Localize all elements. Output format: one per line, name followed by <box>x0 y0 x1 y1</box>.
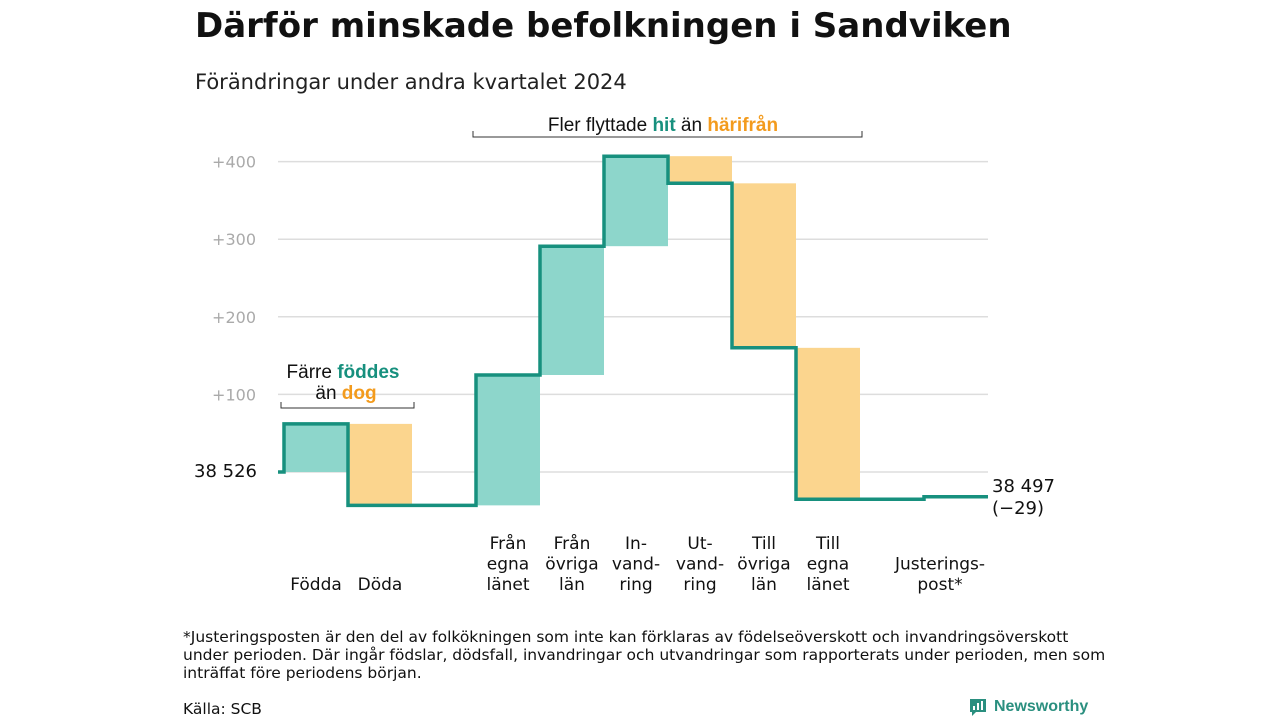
cumulative-step-line <box>278 154 988 508</box>
births-bracket <box>280 402 415 409</box>
category-label: länet <box>806 575 849 595</box>
category-label: Döda <box>358 575 403 595</box>
category-label: övriga <box>545 555 598 575</box>
category-label: ring <box>683 575 716 595</box>
category-label: post* <box>917 575 962 595</box>
annotation-span: än <box>315 383 341 404</box>
category-label: Från <box>490 533 527 554</box>
category-label: In- <box>625 534 647 554</box>
brand-name: Newsworthy <box>994 698 1089 715</box>
annotation-span: än <box>676 115 708 136</box>
start-value-label: 38 526 <box>194 461 257 482</box>
category-label: Till <box>751 534 776 554</box>
births-annotation-line2: än dog <box>315 383 376 404</box>
y-tick-label: +300 <box>212 230 256 249</box>
category-label: Från <box>554 533 591 554</box>
births-annotation-line1: Färre föddes <box>287 362 400 383</box>
migration-bracket <box>472 131 863 138</box>
bar-döda <box>348 423 412 506</box>
bar-frånegnalänet <box>476 375 540 506</box>
chart-subtitle: Förändringar under andra kvartalet 2024 <box>195 70 627 94</box>
end-change-label: (−29) <box>992 498 1044 519</box>
bar-utvandring <box>668 156 732 184</box>
bar-tillegnalänet <box>796 347 860 500</box>
end-value-label: 38 497 <box>992 476 1055 497</box>
category-label: egna <box>807 555 849 575</box>
annotation-span: härifrån <box>707 115 778 136</box>
category-label: vand- <box>612 555 660 575</box>
annotation-span: Fler flyttade <box>548 115 653 136</box>
bar-tillövrigalän <box>732 183 796 348</box>
category-label: län <box>559 575 585 595</box>
y-tick-label: +400 <box>212 153 256 172</box>
annotation-span: föddes <box>337 362 399 383</box>
bar-invandring <box>604 156 668 247</box>
migration-annotation: Fler flyttade hit än härifrån <box>548 115 778 136</box>
annotation-span: dog <box>342 383 377 404</box>
category-label: Till <box>815 534 840 554</box>
category-label: övriga <box>737 555 790 575</box>
category-label: ring <box>619 575 652 595</box>
category-label: Ut- <box>687 534 712 554</box>
category-label: vand- <box>676 555 724 575</box>
chart-title: Därför minskade befolkningen i Sandviken <box>195 6 1012 46</box>
bar-födda <box>284 423 348 472</box>
bar-chart-logo-icon <box>970 699 986 716</box>
footnote: *Justeringsposten är den del av folkökni… <box>183 628 1106 682</box>
y-tick-label: +100 <box>212 385 256 404</box>
category-label: länet <box>486 575 529 595</box>
source-label: Källa: SCB <box>183 700 262 718</box>
annotation-span: hit <box>652 115 676 136</box>
category-label: egna <box>487 555 529 575</box>
y-tick-label: +200 <box>212 308 256 327</box>
bar-frånövrigalän <box>540 246 604 375</box>
annotation-span: Färre <box>287 362 338 383</box>
category-label: län <box>751 575 777 595</box>
category-label: Justerings- <box>894 555 985 575</box>
brand-logo: Newsworthy <box>968 697 1088 717</box>
category-label: Födda <box>290 575 342 595</box>
